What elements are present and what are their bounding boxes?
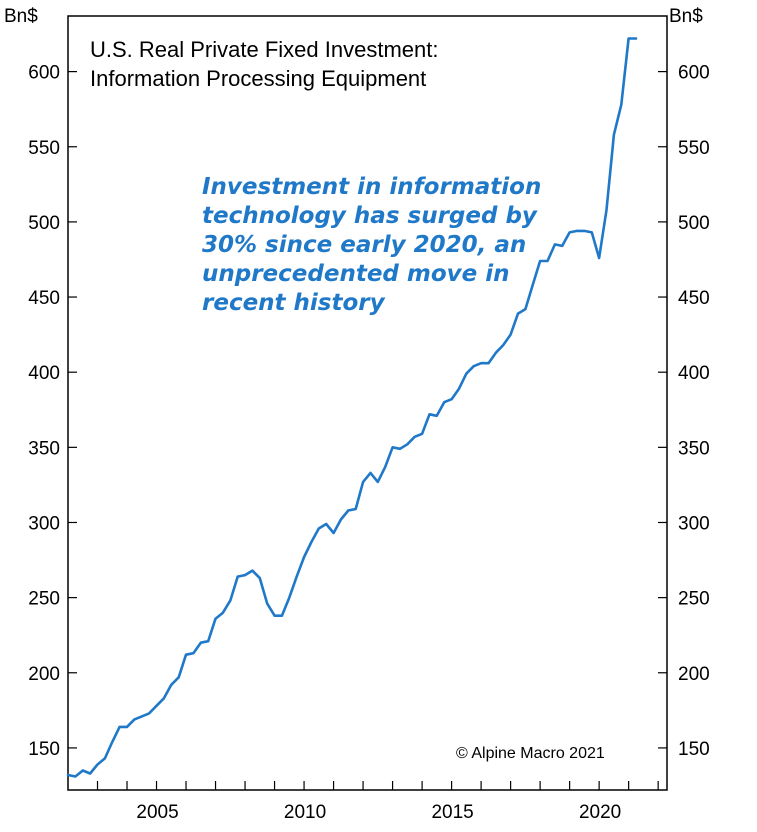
right-y-tick-label: 200 bbox=[678, 664, 710, 685]
x-tick-label: 2005 bbox=[136, 802, 178, 823]
left-y-tick-label: 450 bbox=[28, 288, 60, 309]
series-line bbox=[66, 37, 638, 778]
right-y-tick-label: 350 bbox=[678, 438, 710, 459]
annotation-line: 30% since early 2020, an bbox=[202, 232, 526, 258]
x-axis: 2005 2010 2015 2020 bbox=[96, 781, 659, 823]
annotation-line: technology has surged by bbox=[202, 203, 538, 229]
x-tick-label: 2020 bbox=[579, 802, 621, 823]
right-y-axis: 150 200 250 300 350 400 450 500 550 600 bbox=[658, 63, 710, 760]
x-tick-label: 2015 bbox=[431, 802, 473, 823]
right-y-tick-label: 550 bbox=[678, 138, 710, 159]
left-y-tick-label: 350 bbox=[28, 438, 60, 459]
left-y-tick-label: 550 bbox=[28, 138, 60, 159]
annotation: Investment in information technology has … bbox=[202, 174, 541, 316]
right-y-tick-label: 500 bbox=[678, 213, 710, 234]
annotation-line: recent history bbox=[202, 290, 386, 316]
left-y-tick-label: 400 bbox=[28, 363, 60, 384]
left-y-tick-label: 150 bbox=[28, 739, 60, 760]
plot-frame bbox=[67, 15, 668, 791]
right-y-tick-label: 600 bbox=[678, 63, 710, 84]
left-y-tick-label: 300 bbox=[28, 513, 60, 534]
right-y-tick-label: 250 bbox=[678, 589, 710, 610]
right-y-tick-label: 450 bbox=[678, 288, 710, 309]
x-tick-label: 2010 bbox=[284, 802, 326, 823]
left-y-tick-label: 250 bbox=[28, 589, 60, 610]
right-y-tick-label: 400 bbox=[678, 363, 710, 384]
left-unit-label: Bn$ bbox=[4, 6, 38, 27]
chart-title-line-1: U.S. Real Private Fixed Investment: bbox=[90, 37, 438, 62]
right-y-tick-label: 150 bbox=[678, 739, 710, 760]
right-y-tick-label: 300 bbox=[678, 513, 710, 534]
right-unit-label: Bn$ bbox=[669, 6, 703, 27]
left-y-tick-label: 500 bbox=[28, 213, 60, 234]
left-y-tick-label: 600 bbox=[28, 63, 60, 84]
annotation-line: Investment in information bbox=[202, 174, 541, 200]
copyright-note: © Alpine Macro 2021 bbox=[456, 745, 605, 762]
left-y-tick-label: 200 bbox=[28, 664, 60, 685]
chart-title-line-2: Information Processing Equipment bbox=[90, 66, 426, 91]
left-y-axis: 150 200 250 300 350 400 450 500 550 600 bbox=[28, 63, 77, 760]
annotation-line: unprecedented move in bbox=[202, 261, 510, 287]
